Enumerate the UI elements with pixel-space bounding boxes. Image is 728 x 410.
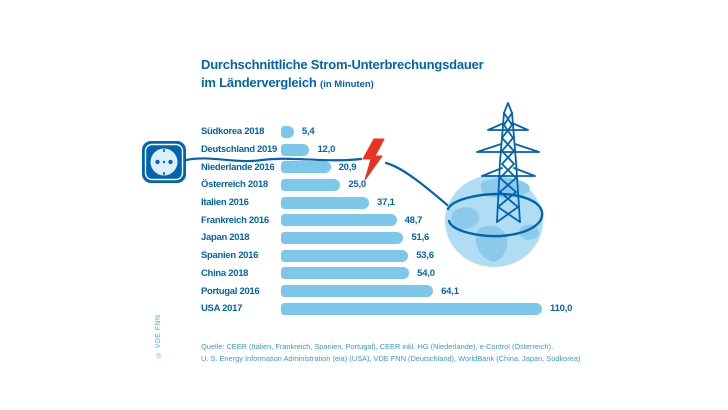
country-label: Portugal 2016: [201, 285, 260, 297]
table-row: Österreich 2018 25,0: [201, 176, 726, 194]
chart-title-line1: Durchschnittliche Strom-Unterbrechungsda…: [201, 57, 484, 72]
value-label: 64,1: [441, 285, 459, 297]
table-row: Italien 2016 37,1: [201, 194, 726, 212]
value-label: 54,0: [417, 267, 435, 279]
country-label: Japan 2018: [201, 232, 250, 244]
duration-bar: [281, 231, 404, 244]
duration-bar: [281, 143, 310, 156]
table-row: Niederlande 2016 20,9: [201, 158, 726, 176]
duration-bar: [281, 302, 543, 315]
value-label: 5,4: [301, 126, 315, 138]
source-line2: U. S. Energy Information Administration …: [201, 354, 581, 363]
duration-bar: [281, 267, 410, 280]
country-label: Niederlande 2016: [201, 161, 275, 173]
duration-bar: [281, 161, 331, 174]
duration-bar: [281, 196, 370, 209]
table-row: Portugal 2016 64,1: [201, 282, 726, 300]
country-label: Südkorea 2018: [201, 126, 265, 138]
duration-bar: [281, 249, 409, 262]
value-label: 110,0: [550, 303, 573, 315]
copyright-label: © VDE FNN: [155, 314, 162, 358]
value-label: 51,6: [411, 232, 430, 244]
table-row: Deutschland 2019 12,0: [201, 141, 726, 159]
country-label: Österreich 2018: [201, 179, 268, 191]
table-row: China 2018 54,0: [201, 265, 726, 283]
value-label: 48,7: [404, 214, 423, 226]
country-label: Spanien 2016: [201, 250, 259, 262]
value-label: 25,0: [348, 179, 367, 191]
country-label: China 2018: [201, 267, 249, 279]
country-label: Italien 2016: [201, 197, 249, 209]
chart-title-line2: im Ländervergleich (in Minuten): [201, 75, 374, 90]
chart-title: Durchschnittliche Strom-Unterbrechungsda…: [201, 56, 484, 94]
bar-rows: Südkorea 2018 5,4 Deutschland 2019 12,0 Nied…: [201, 123, 726, 318]
country-label: USA 2017: [201, 303, 243, 315]
table-row: Südkorea 2018 5,4: [201, 123, 726, 141]
value-label: 37,1: [377, 197, 395, 209]
duration-bar: [281, 178, 341, 191]
table-row: Spanien 2016 53,6: [201, 247, 726, 265]
duration-bar: [281, 125, 294, 138]
source-line1: Quelle: CEER (Italien, Frankreich, Spani…: [201, 342, 554, 351]
country-label: Deutschland 2019: [201, 144, 277, 156]
table-row: USA 2017 110,0: [201, 300, 726, 318]
table-row: Japan 2018 51,6: [201, 229, 726, 247]
value-label: 12,0: [317, 144, 336, 156]
value-label: 53,6: [416, 250, 434, 262]
duration-bar: [281, 214, 397, 227]
value-label: 20,9: [338, 161, 357, 173]
duration-bar: [281, 285, 434, 298]
source-note: Quelle: CEER (Italien, Frankreich, Spani…: [201, 341, 580, 365]
table-row: Frankreich 2016 48,7: [201, 211, 726, 229]
country-label: Frankreich 2016: [201, 214, 269, 226]
chart-unit-note: (in Minuten): [320, 79, 374, 90]
power-socket-icon: [142, 141, 186, 183]
